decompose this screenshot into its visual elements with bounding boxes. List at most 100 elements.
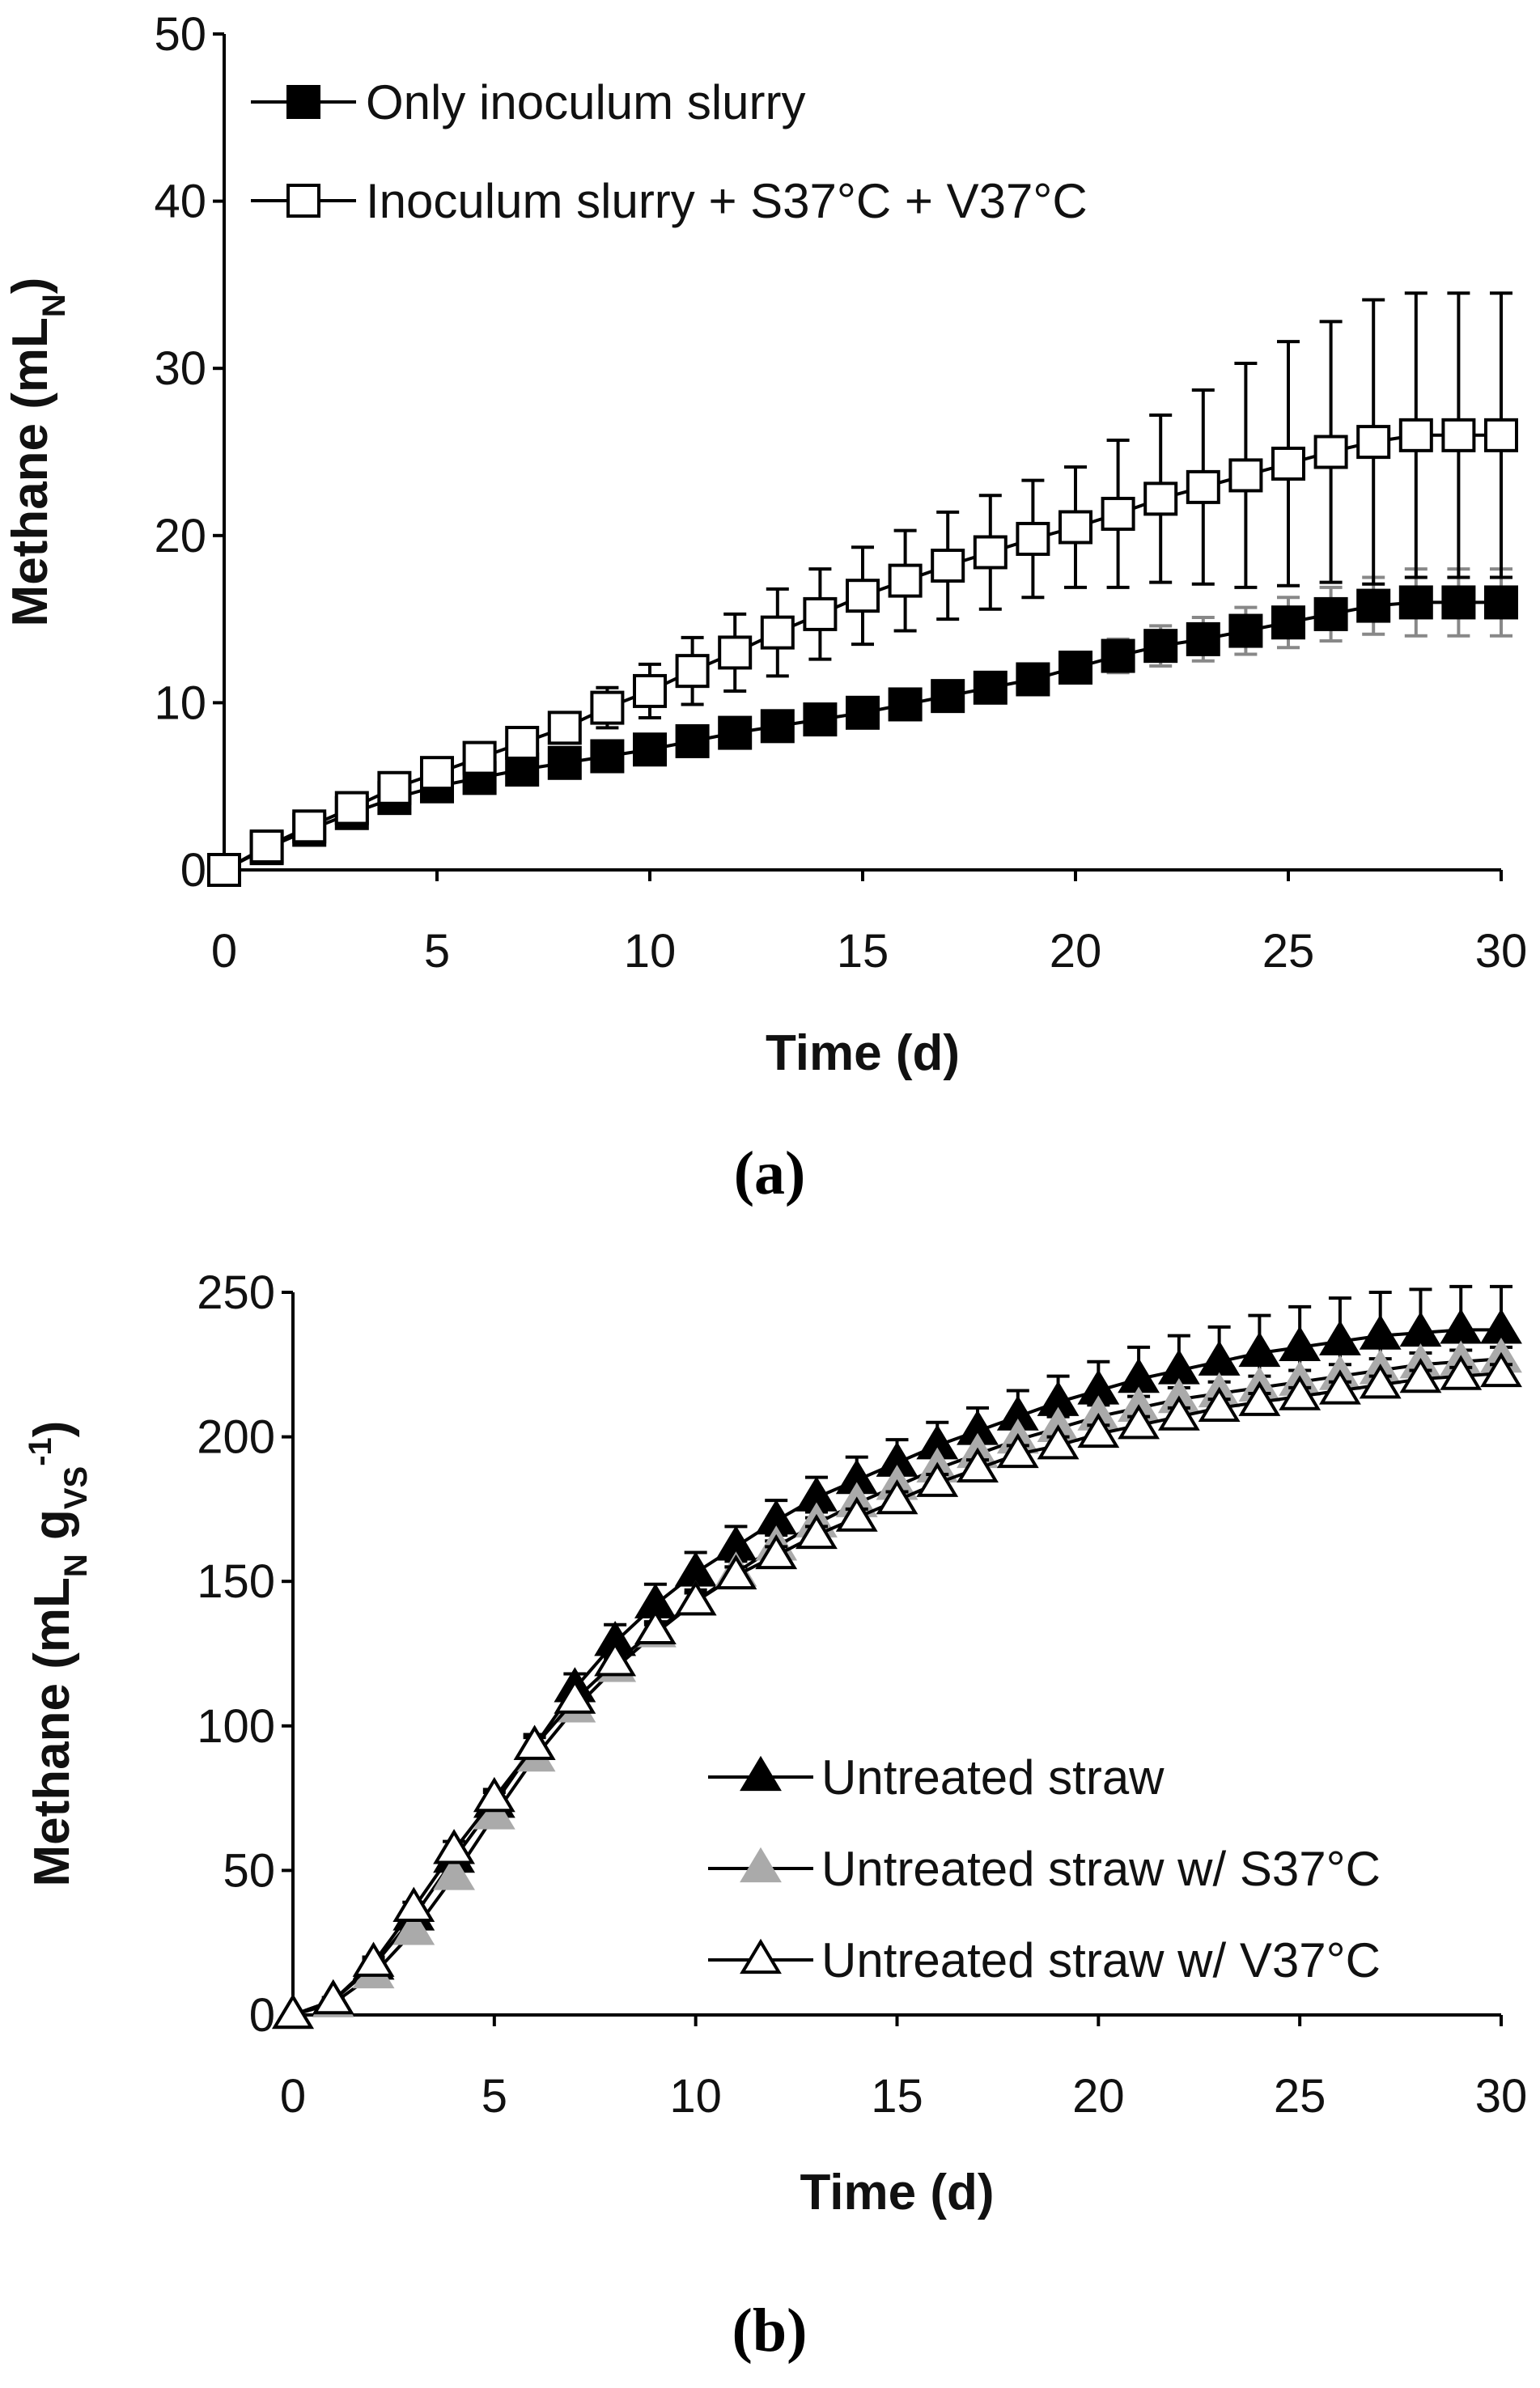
data-point: [554, 1678, 596, 1714]
data-point: [1440, 1309, 1483, 1344]
series-3: [272, 1351, 1522, 2030]
data-point: [1398, 585, 1433, 620]
data-point: [1198, 1386, 1241, 1422]
data-point: [876, 1478, 918, 1515]
data-point: [473, 1776, 515, 1813]
data-point: [675, 723, 710, 758]
data-point: [249, 829, 284, 864]
data-point: [352, 1941, 395, 1977]
data-point: [674, 1551, 717, 1587]
legend-label: Untreated straw w/ V37°C: [821, 1933, 1381, 1987]
data-point: [1271, 446, 1305, 481]
data-point: [1279, 1375, 1322, 1410]
data-point: [931, 679, 965, 714]
data-point: [803, 702, 838, 737]
x-axis-title: Time (d): [800, 2165, 995, 2220]
data-point: [1186, 469, 1220, 504]
data-point: [1484, 418, 1518, 452]
data-point: [292, 809, 327, 844]
x-tick-label: 30: [1475, 2070, 1528, 2123]
series-2: [207, 291, 1518, 887]
y-axis-title: Methane (mLN): [2, 278, 72, 627]
x-tick-label: 10: [669, 2070, 722, 2123]
data-point: [675, 654, 710, 689]
data-point: [715, 1554, 757, 1590]
legend-marker: [286, 184, 320, 218]
y-tick-label: 50: [223, 1844, 275, 1897]
data-point: [973, 535, 1008, 570]
y-tick-label: 40: [154, 176, 206, 228]
data-point: [803, 596, 838, 631]
data-point: [312, 1979, 354, 2015]
data-point: [1319, 1320, 1361, 1355]
data-point: [957, 1447, 999, 1483]
data-point: [505, 725, 540, 760]
series-line: [223, 433, 1501, 872]
x-tick-label: 0: [211, 925, 237, 978]
data-point: [1441, 418, 1476, 452]
y-tick-label: 250: [197, 1266, 275, 1319]
legend-label: Only inoculum slurry: [366, 75, 806, 129]
data-point: [1101, 496, 1135, 531]
data-point: [1480, 1351, 1522, 1388]
data-point: [1157, 1395, 1200, 1431]
data-point: [795, 1513, 838, 1550]
data-point: [1143, 629, 1178, 664]
legend-label: Untreated straw w/ S37°C: [821, 1842, 1381, 1896]
data-point: [513, 1724, 556, 1760]
data-point: [420, 756, 454, 791]
data-point: [433, 1855, 475, 1890]
y-tick-label: 20: [154, 510, 206, 562]
data-point: [1058, 651, 1092, 685]
x-tick-label: 10: [624, 925, 677, 978]
data-point: [207, 853, 241, 887]
data-point: [888, 687, 923, 722]
data-point: [462, 740, 497, 775]
x-tick-label: 0: [280, 2070, 306, 2123]
legend-marker: [740, 1755, 782, 1792]
data-point: [1238, 1381, 1281, 1416]
panel-label: (a): [734, 1139, 806, 1207]
data-point: [835, 1496, 878, 1532]
data-point: [1480, 1309, 1522, 1344]
data-point: [1319, 1369, 1361, 1405]
data-point: [1359, 1314, 1402, 1350]
data-point: [392, 1910, 435, 1945]
data-point: [1101, 638, 1135, 673]
y-tick-label: 200: [197, 1411, 275, 1464]
data-point: [1313, 596, 1348, 631]
data-point: [1118, 1404, 1160, 1440]
data-point: [760, 709, 795, 744]
legend-label: Inoculum slurry + S37°C + V37°C: [366, 174, 1088, 228]
data-point: [272, 1993, 314, 2030]
x-tick-label: 30: [1475, 925, 1528, 978]
y-tick-label: 10: [154, 677, 206, 729]
data-point: [674, 1580, 717, 1616]
data-point: [590, 690, 625, 725]
x-axis-title: Time (d): [766, 1025, 960, 1081]
data-point: [846, 695, 880, 730]
data-point: [760, 615, 795, 650]
data-point: [1279, 1325, 1322, 1361]
data-point: [1228, 458, 1263, 493]
data-point: [1356, 425, 1391, 460]
data-point: [634, 1609, 677, 1645]
data-point: [473, 1794, 515, 1830]
data-point: [633, 673, 667, 708]
legend-marker: [286, 85, 320, 119]
data-point: [931, 548, 965, 583]
data-point: [633, 732, 667, 767]
data-point: [547, 745, 582, 780]
data-point: [1016, 662, 1050, 697]
data-point: [590, 739, 625, 774]
data-point: [1143, 481, 1178, 516]
x-tick-label: 5: [482, 2070, 507, 2123]
x-tick-label: 5: [424, 925, 450, 978]
data-point: [1238, 1331, 1281, 1368]
y-tick-label: 150: [197, 1555, 275, 1608]
panel-a: 0 10 20 30 40 50 0 5 10 15 20 25 30 Time (d) Methane (…: [2, 8, 1527, 1207]
data-point: [718, 635, 753, 670]
panel-b: 0 50 100 150 200 250 0 5 10 15 20 25 30 Time (d) Metha…: [23, 1266, 1527, 2365]
y-tick-label: 0: [180, 844, 206, 897]
